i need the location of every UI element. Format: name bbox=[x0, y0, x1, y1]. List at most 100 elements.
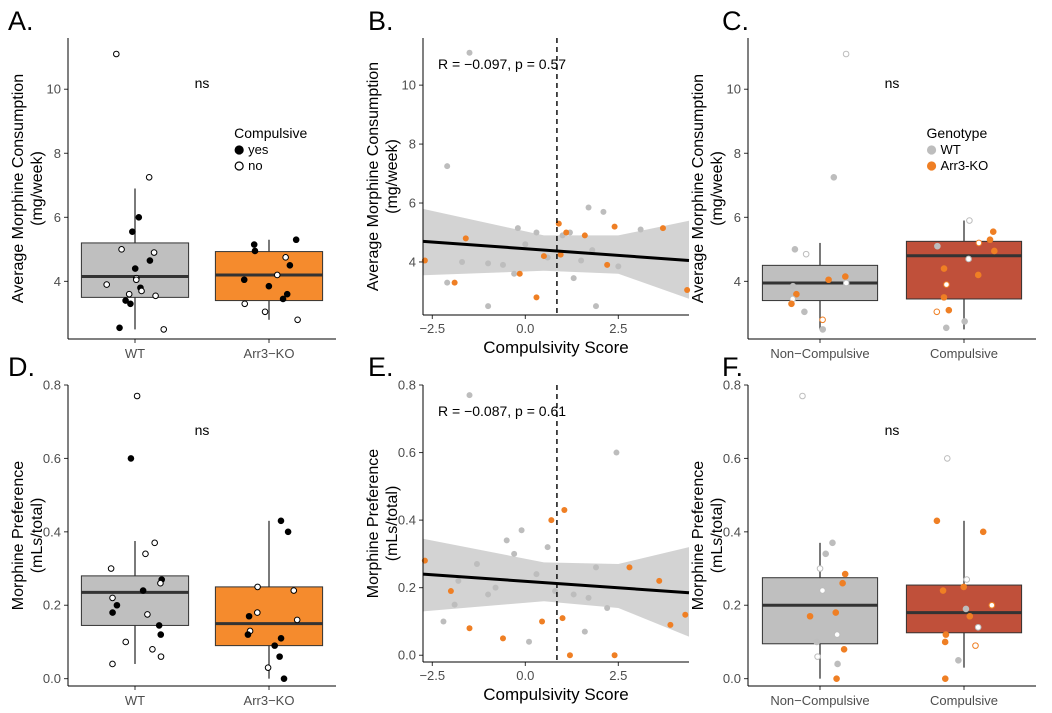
regression-line bbox=[422, 572, 690, 595]
data-point bbox=[974, 623, 982, 631]
data-point-wt bbox=[451, 601, 458, 608]
y-tick-label: 6 bbox=[54, 210, 61, 225]
data-point bbox=[109, 594, 116, 602]
data-point-wt bbox=[511, 270, 518, 277]
data-point bbox=[109, 660, 116, 668]
data-point bbox=[103, 281, 110, 288]
data-point bbox=[974, 271, 982, 279]
data-point bbox=[942, 324, 950, 332]
data-point-ko bbox=[682, 611, 689, 618]
x-axis-title: Compulsivity Score bbox=[483, 685, 629, 704]
data-point bbox=[294, 316, 301, 324]
data-point-wt bbox=[485, 303, 492, 310]
data-point bbox=[290, 587, 298, 594]
y-axis-title: (mLs/total) bbox=[29, 498, 46, 574]
y-tick-label: 0.0 bbox=[398, 648, 416, 663]
data-point-wt bbox=[615, 263, 622, 270]
y-tick-label: 0.0 bbox=[43, 671, 61, 686]
data-point bbox=[943, 455, 951, 462]
data-point bbox=[129, 228, 136, 236]
data-point-ko bbox=[499, 635, 506, 642]
x-tick-label: 0.0 bbox=[516, 668, 534, 683]
data-point bbox=[264, 664, 272, 671]
y-tick-label: 0.4 bbox=[723, 524, 741, 539]
data-point bbox=[833, 675, 840, 682]
data-point bbox=[277, 517, 285, 525]
data-point-wt bbox=[570, 591, 577, 598]
x-tick-label: Arr3−KO bbox=[244, 346, 295, 361]
data-point-ko bbox=[561, 506, 568, 513]
data-point bbox=[834, 660, 841, 668]
data-point bbox=[144, 611, 151, 618]
panel-letter: B. bbox=[368, 6, 394, 36]
data-point bbox=[113, 50, 120, 58]
data-point bbox=[814, 653, 821, 660]
y-tick-label: 0.2 bbox=[723, 598, 741, 613]
data-point-ko bbox=[604, 261, 611, 268]
data-point bbox=[160, 326, 168, 333]
y-tick-label: 0.2 bbox=[398, 580, 416, 595]
data-point bbox=[791, 246, 799, 253]
x-tick-label: 2.5 bbox=[609, 668, 627, 683]
data-point bbox=[276, 653, 283, 660]
x-axis-title: Compulsivity Score bbox=[483, 338, 629, 357]
data-point bbox=[139, 587, 147, 594]
legend-swatch bbox=[234, 161, 244, 171]
data-point bbox=[940, 294, 948, 301]
data-point bbox=[293, 616, 301, 624]
data-point bbox=[966, 217, 973, 224]
y-tick-label: 6 bbox=[409, 196, 416, 211]
data-point bbox=[282, 254, 289, 261]
data-point bbox=[152, 292, 159, 300]
data-point bbox=[933, 517, 941, 525]
data-point bbox=[819, 316, 826, 324]
y-tick-label: 0.2 bbox=[43, 598, 61, 613]
data-point bbox=[138, 287, 145, 295]
legend-swatch bbox=[926, 145, 937, 155]
data-point bbox=[279, 295, 287, 303]
confidence-band bbox=[423, 538, 689, 637]
data-point bbox=[240, 276, 248, 284]
data-point bbox=[149, 645, 156, 653]
y-tick-label: 0.6 bbox=[43, 451, 61, 466]
legend-item: no bbox=[248, 158, 262, 173]
data-point bbox=[151, 539, 158, 547]
data-point bbox=[157, 579, 164, 587]
data-point-wt bbox=[514, 225, 521, 232]
data-point-wt bbox=[459, 258, 466, 265]
y-tick-label: 4 bbox=[54, 274, 61, 289]
data-point bbox=[155, 622, 163, 629]
data-point bbox=[801, 308, 808, 316]
data-point bbox=[819, 587, 826, 594]
data-point bbox=[142, 550, 149, 558]
data-point bbox=[127, 455, 135, 462]
data-point-ko bbox=[684, 286, 691, 293]
legend-title: Compulsive bbox=[234, 125, 307, 141]
correlation-label: R = −0.087, p = 0.61 bbox=[438, 403, 566, 419]
data-point bbox=[254, 583, 261, 591]
data-point bbox=[979, 528, 987, 536]
data-point bbox=[118, 246, 125, 253]
data-point bbox=[245, 612, 253, 620]
data-point bbox=[819, 326, 827, 333]
y-tick-label: 0.4 bbox=[398, 513, 416, 528]
data-point-wt bbox=[604, 604, 611, 611]
y-tick-label: 10 bbox=[402, 78, 416, 93]
data-point bbox=[250, 241, 258, 248]
data-point bbox=[986, 236, 994, 244]
data-point bbox=[251, 247, 259, 255]
data-point-wt bbox=[600, 208, 607, 215]
data-point bbox=[127, 300, 134, 308]
data-point bbox=[934, 242, 941, 250]
legend-item: Arr3-KO bbox=[941, 158, 989, 173]
significance-label: ns bbox=[195, 422, 210, 438]
data-point-wt bbox=[533, 229, 540, 236]
data-point-wt bbox=[570, 275, 577, 282]
data-point bbox=[277, 634, 285, 642]
data-point-ko bbox=[533, 294, 540, 301]
data-point-wt bbox=[511, 550, 518, 557]
legend-swatch bbox=[926, 161, 937, 171]
y-tick-label: 8 bbox=[409, 137, 416, 152]
data-point-ko bbox=[559, 615, 566, 622]
